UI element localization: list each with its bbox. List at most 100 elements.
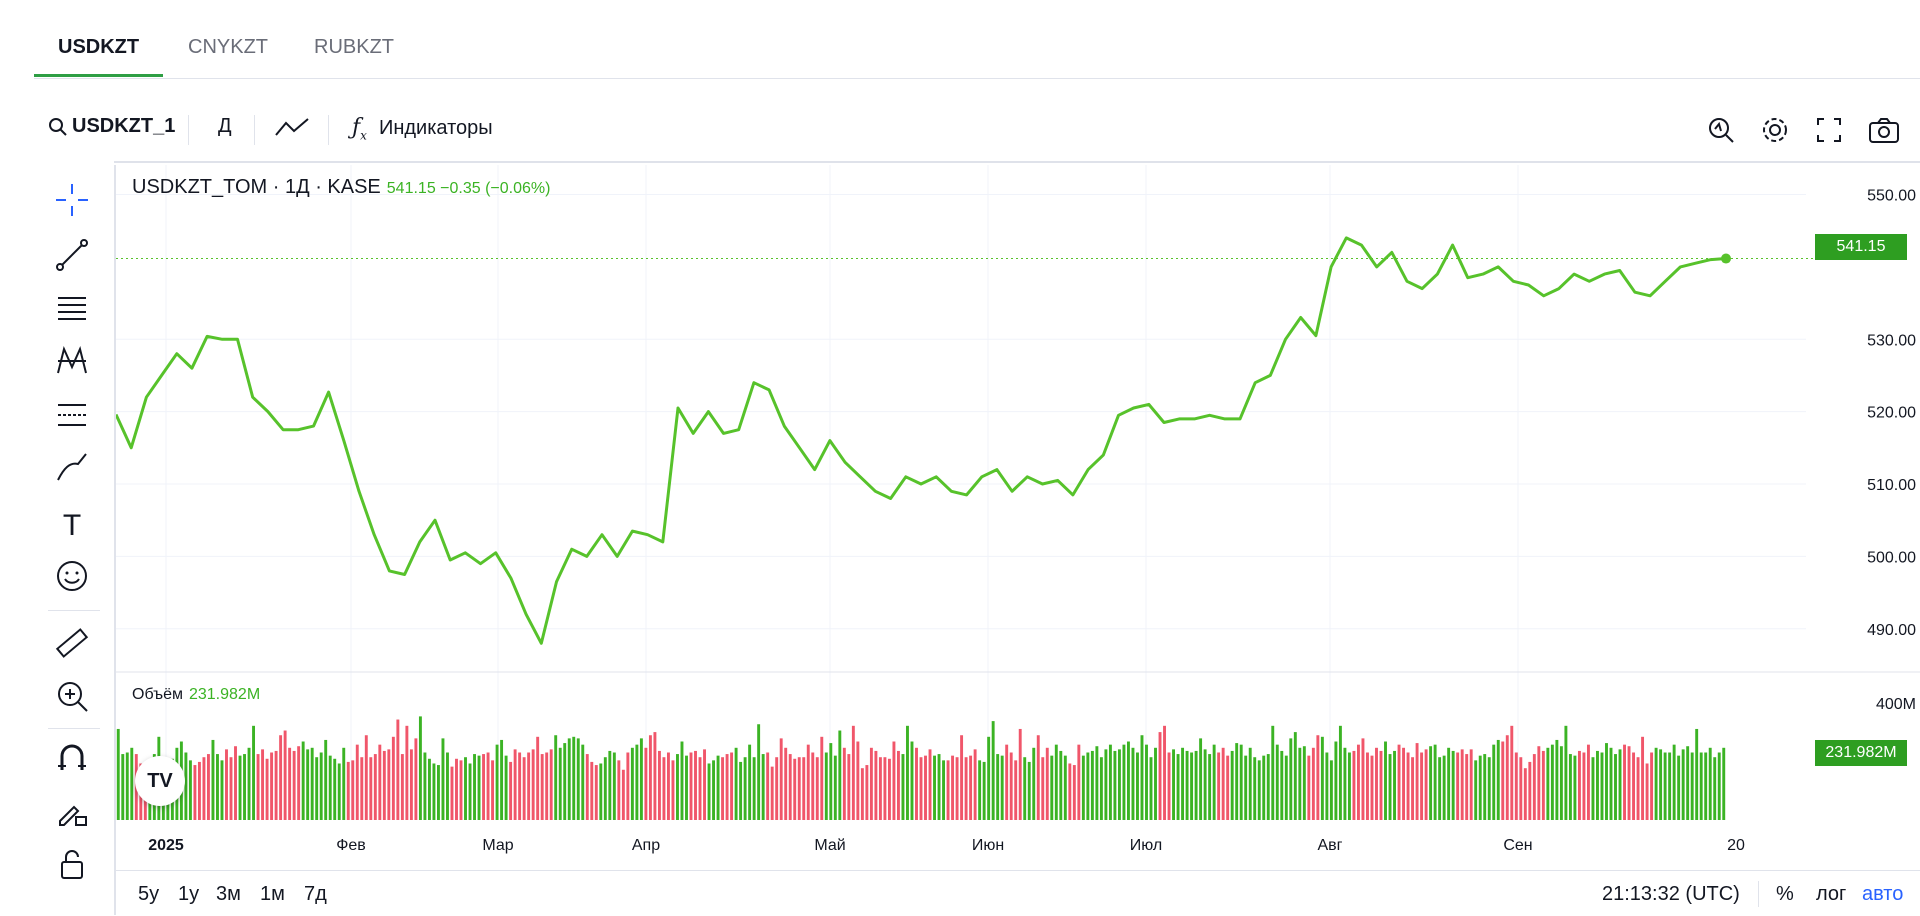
volume-bar [1717,752,1721,820]
volume-bar [838,730,842,820]
volume-bar [130,747,134,820]
trend-line-icon[interactable] [54,237,90,273]
volume-bar [1713,757,1717,820]
percent-toggle[interactable]: % [1776,883,1794,905]
fib-icon[interactable] [54,397,90,433]
volume-bar [770,766,774,820]
crosshair-icon[interactable] [54,182,90,218]
utc-time[interactable]: 21:13:32 (UTC) [1602,883,1740,905]
volume-bar [1393,750,1396,820]
fullscreen-button[interactable] [1814,115,1844,145]
chart-area[interactable]: 550.00 530.00 520.00 510.00 500.00 490.00 400M… [114,165,1920,915]
volume-bar [1172,749,1176,820]
volume-bar [1329,760,1333,820]
volume-bar [955,757,959,820]
volume-bar [414,738,418,820]
tradingview-logo[interactable]: TV [135,756,185,806]
unlock-icon[interactable] [54,846,90,882]
volume-bar [1212,744,1216,820]
pattern-icon[interactable] [54,343,90,379]
volume-bar [1420,752,1424,820]
volume-bar [409,749,413,820]
screenshot-button[interactable] [1868,115,1900,145]
volume-bar [1586,744,1590,820]
volume-bar [243,754,246,820]
volume-bar [1650,752,1654,820]
volume-bar [522,757,526,820]
volume-bar [1095,746,1099,820]
volume-bar [1375,747,1378,820]
x-tick-label: Авг [1317,837,1342,854]
log-toggle[interactable]: лог [1816,883,1847,905]
lock-drawing-icon[interactable] [54,793,90,829]
range-1y[interactable]: 1y [178,883,200,905]
emoji-icon[interactable] [54,558,90,594]
volume-bar [784,747,788,820]
tab-usdkzt[interactable]: USDKZT [58,36,140,58]
range-1m[interactable]: 1м [260,883,285,905]
volume-bar [1402,747,1406,820]
volume-bar [491,760,495,820]
volume-bar [441,738,445,820]
magnet-icon[interactable] [54,740,90,776]
volume-bar [351,760,355,820]
volume-bar [197,761,201,820]
y-tick-label: 510.00 [1867,477,1916,494]
volume-bar [703,749,706,820]
volume-bar [1271,725,1275,820]
indicators-button[interactable]: ƒx Индикаторы [352,115,493,142]
interval-button[interactable]: Д [218,115,232,138]
volume-bar [364,735,368,820]
settings-button[interactable] [1760,115,1790,145]
volume-bar [617,760,621,820]
volume-bar [653,732,657,820]
volume-bar [712,760,716,820]
y-tick-label: 500.00 [1867,549,1916,566]
volume-bar [558,747,562,820]
volume-bar [1113,750,1117,820]
replay-button[interactable] [1706,115,1736,145]
range-3m[interactable]: 3м [216,883,241,905]
volume-bar [1532,754,1536,820]
volume-bar [1208,754,1212,820]
last-price-dot [1721,253,1731,264]
auto-toggle[interactable]: авто [1862,883,1904,905]
volume-bar [1023,757,1027,820]
volume-bar [942,760,946,820]
volume-bar [1117,749,1121,820]
volume-bar [626,752,630,820]
volume-bar [1000,755,1004,820]
volume-bar [1379,750,1383,820]
x-tick-label: Мар [482,837,513,854]
range-5y[interactable]: 5y [138,883,160,905]
tab-rubkzt[interactable]: RUBKZT [314,36,394,58]
volume-bar [1591,757,1595,820]
bottom-bar: 5y 1y 3м 1м 7д 21:13:32 (UTC) % лог авто [116,870,1920,916]
chart-legend: USDKZT_TOM · 1Д · KASE 541.15 −0.35 (−0.0… [132,176,550,199]
volume-bar [919,757,923,820]
volume-bar [193,765,197,820]
volume-label: Объём [132,686,183,703]
volume-bar [369,757,373,820]
volume-bar [946,760,950,820]
symbol-search-button[interactable]: USDKZT_1 [48,115,175,138]
zoom-in-icon[interactable] [54,678,90,714]
chart-type-button[interactable] [274,115,310,139]
volume-bar [265,758,269,820]
text-icon[interactable]: T [54,505,90,541]
volume-bar [1167,752,1171,820]
volume-bar [951,755,955,820]
x-tick-label: 20 [1727,837,1745,854]
parallel-lines-icon[interactable] [54,290,90,326]
volume-bar [464,757,467,820]
volume-bar [1577,750,1581,820]
volume-bar [1686,746,1690,820]
volume-bar [694,750,697,820]
range-7d[interactable]: 7д [304,883,327,905]
last-price-tag: 541.15 [1815,234,1907,260]
tab-cnykzt[interactable]: CNYKZT [188,36,268,58]
brush-icon[interactable] [54,450,90,486]
volume-bar [1384,741,1387,820]
volume-bar [1244,755,1248,820]
ruler-icon[interactable] [54,625,90,661]
